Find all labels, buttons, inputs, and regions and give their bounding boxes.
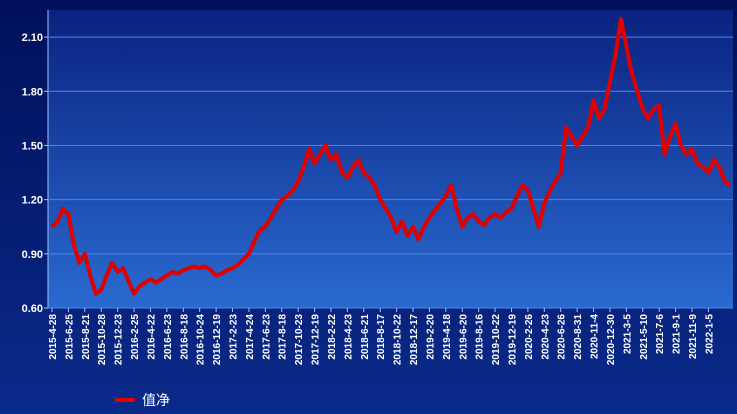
x-tick-label: 2020-11-4	[590, 314, 601, 359]
x-tick-label: 2018-4-23	[343, 314, 354, 360]
x-tick-label: 2017-4-24	[245, 314, 256, 360]
x-tick-label: 2017-6-23	[261, 314, 272, 360]
x-tick-label: 2019-10-22	[491, 314, 502, 366]
x-tick-label: 2017-2-23	[229, 314, 240, 360]
x-tick-label: 2016-12-19	[212, 314, 223, 366]
x-tick-label: 2018-2-22	[327, 314, 338, 360]
x-tick-label: 2015-6-25	[64, 314, 75, 360]
x-tick-label: 2020-2-26	[524, 314, 535, 360]
x-tick-label: 2019-6-20	[458, 314, 469, 360]
x-tick-label: 2020-8-31	[573, 314, 584, 360]
y-tick-label: 0.60	[22, 303, 43, 315]
x-tick-label: 2021-9-1	[672, 314, 683, 354]
y-tick-label: 1.20	[22, 195, 43, 207]
y-tick-label: 0.90	[22, 249, 43, 261]
x-tick-label: 2018-6-21	[360, 314, 371, 360]
x-tick-label: 2019-8-16	[475, 314, 486, 360]
x-tick-label: 2015-4-28	[48, 314, 59, 360]
x-tick-label: 2020-4-23	[540, 314, 551, 360]
x-tick-label: 2015-8-21	[81, 314, 92, 360]
x-tick-label: 2016-2-25	[130, 314, 141, 360]
x-tick-label: 2020-12-30	[606, 314, 617, 366]
x-tick-label: 2020-6-26	[557, 314, 568, 360]
legend-label: 值净	[142, 392, 170, 408]
y-tick-label: 1.80	[22, 86, 43, 98]
line-series	[50, 17, 732, 296]
x-tick-label: 2021-7-6	[655, 314, 666, 354]
x-tick-label: 2015-12-23	[114, 314, 125, 366]
x-tick-label: 2019-4-18	[442, 314, 453, 360]
plot-area	[48, 10, 733, 308]
x-tick-label: 2016-8-18	[179, 314, 190, 360]
x-tick-label: 2016-4-22	[146, 314, 157, 360]
x-tick-label: 2016-6-23	[163, 314, 174, 360]
x-tick-label: 2017-8-18	[278, 314, 289, 360]
y-tick-label: 1.50	[22, 140, 43, 152]
x-tick-label: 2018-12-17	[409, 314, 420, 366]
x-tick-label: 2021-11-9	[688, 314, 699, 359]
x-tick-label: 2019-12-19	[507, 314, 518, 366]
y-tick-label: 2.10	[22, 32, 43, 44]
x-tick-label: 2015-10-28	[97, 314, 108, 366]
x-tick-label: 2018-10-22	[393, 314, 404, 366]
x-tick-label: 2017-10-23	[294, 314, 305, 366]
x-tick-label: 2021-5-10	[639, 314, 650, 360]
x-tick-label: 2016-10-24	[196, 314, 207, 366]
x-tick-label: 2021-3-5	[622, 314, 633, 354]
x-tick-label: 2019-2-20	[425, 314, 436, 360]
x-tick-label: 2022-1-5	[704, 314, 715, 354]
x-tick-label: 2017-12-19	[311, 314, 322, 366]
x-tick-label: 2018-8-17	[376, 314, 387, 360]
